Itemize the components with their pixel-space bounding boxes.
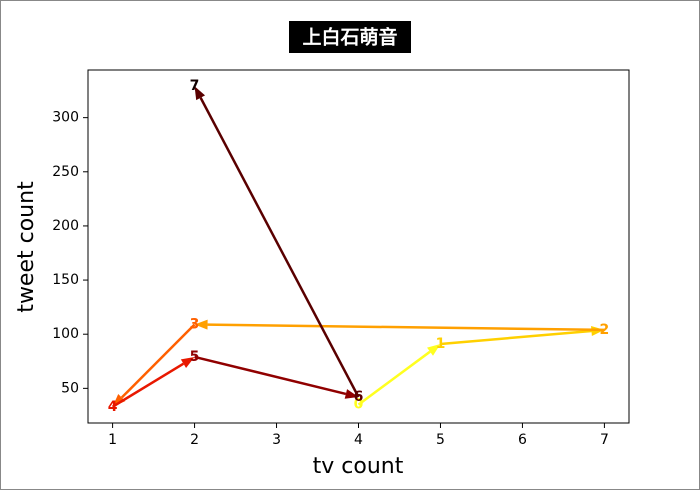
point-label: 6 <box>354 389 364 405</box>
arrow-shaft <box>111 362 185 408</box>
chart-title: 上白石萌音 <box>302 26 397 49</box>
arrow-head <box>427 343 441 356</box>
point-label: 2 <box>600 322 610 338</box>
arrow <box>111 356 195 408</box>
point-label: 4 <box>108 399 118 415</box>
arrow <box>194 319 605 332</box>
x-tick-label: 1 <box>108 432 117 448</box>
y-tick-label: 150 <box>52 272 79 288</box>
arrow-shaft <box>357 350 431 406</box>
arrow-shaft <box>440 329 592 346</box>
x-tick-label: 6 <box>518 432 527 448</box>
arrow-shaft <box>194 355 347 396</box>
point-label: 0 <box>354 397 364 413</box>
point-label: 7 <box>190 78 200 94</box>
arrow-head <box>194 319 208 330</box>
title-box <box>289 21 411 53</box>
arrow <box>357 343 441 406</box>
arrow-head <box>180 356 195 368</box>
plot-frame <box>87 69 630 424</box>
arrow <box>194 86 360 398</box>
arrow-shaft <box>199 97 360 398</box>
y-tick-label: 200 <box>52 218 79 234</box>
point-label: 1 <box>436 336 446 352</box>
y-tick-label: 250 <box>52 164 79 180</box>
arrow-head <box>194 86 206 101</box>
y-tick-label: 50 <box>61 380 79 396</box>
arrow-shaft <box>120 323 196 399</box>
arrow <box>194 355 359 399</box>
x-tick-label: 7 <box>600 432 609 448</box>
y-axis-label: tweet count <box>14 181 39 313</box>
x-tick-label: 4 <box>354 432 363 448</box>
arrow-shaft <box>207 323 605 332</box>
point-label: 3 <box>190 316 200 332</box>
arrow-head <box>344 389 359 399</box>
y-tick-label: 100 <box>52 326 79 342</box>
point-label: 5 <box>190 349 200 365</box>
x-tick-label: 2 <box>190 432 199 448</box>
y-tick-label: 300 <box>52 110 79 126</box>
x-axis-label: tv count <box>313 454 404 479</box>
x-tick-label: 3 <box>272 432 281 448</box>
x-tick-label: 5 <box>436 432 445 448</box>
